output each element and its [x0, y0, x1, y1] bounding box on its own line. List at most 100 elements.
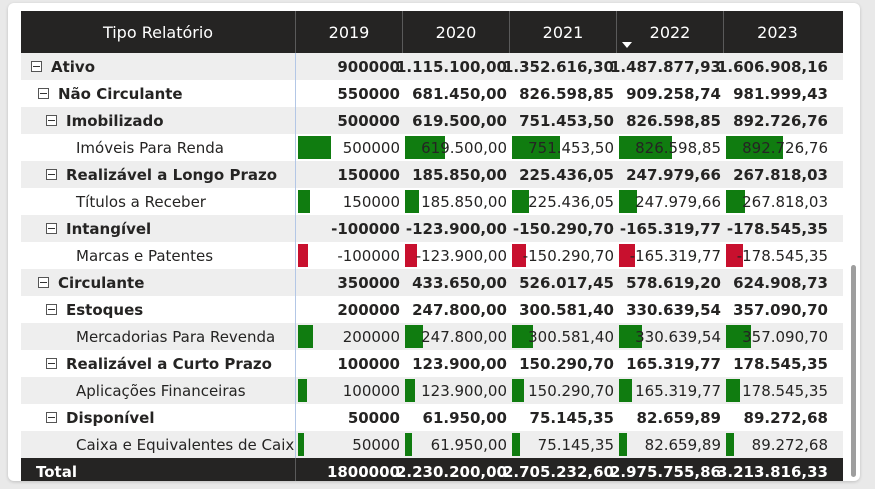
- value-cell[interactable]: 1.115.100,00: [396, 53, 510, 80]
- table-row-group[interactable]: Não Circulante 550000 681.450,00 826.598,85…: [21, 80, 843, 107]
- collapse-icon[interactable]: [31, 61, 42, 72]
- value-cell[interactable]: -150.290,70: [510, 242, 617, 269]
- value-cell[interactable]: 82.659,89: [617, 431, 724, 458]
- value-cell[interactable]: 1.606.908,16: [717, 53, 831, 80]
- value-cell[interactable]: 61.950,00: [403, 404, 510, 431]
- value-cell[interactable]: 178.545,35: [724, 377, 831, 404]
- collapse-icon[interactable]: [46, 169, 57, 180]
- value-cell[interactable]: 357.090,70: [724, 296, 831, 323]
- value-cell[interactable]: -100000: [296, 242, 403, 269]
- value-cell[interactable]: 1.352.616,30: [503, 53, 617, 80]
- collapse-icon[interactable]: [46, 412, 57, 423]
- table-row-group[interactable]: Intangível -100000 -123.900,00 -150.290,70-…: [21, 215, 843, 242]
- value-cell[interactable]: 150.290,70: [510, 350, 617, 377]
- value-cell[interactable]: 247.979,66: [617, 161, 724, 188]
- value-cell[interactable]: 751.453,50: [510, 134, 617, 161]
- value-cell[interactable]: 267.818,03: [724, 161, 831, 188]
- value-cell[interactable]: 267.818,03: [724, 188, 831, 215]
- table-row-leaf[interactable]: Mercadorias Para Revenda 200000 247.800,00…: [21, 323, 843, 350]
- value-cell[interactable]: 100000: [296, 377, 403, 404]
- value-cell[interactable]: 123.900,00: [403, 377, 510, 404]
- value-cell[interactable]: 500000: [296, 107, 403, 134]
- collapse-icon[interactable]: [46, 358, 57, 369]
- value-cell[interactable]: 619.500,00: [403, 134, 510, 161]
- value-cell[interactable]: 578.619,20: [617, 269, 724, 296]
- value-cell[interactable]: 433.650,00: [403, 269, 510, 296]
- value-cell[interactable]: 900000: [296, 53, 403, 80]
- value-cell[interactable]: 61.950,00: [403, 431, 510, 458]
- value-cell[interactable]: 909.258,74: [617, 80, 724, 107]
- table-row-leaf[interactable]: Marcas e Patentes -100000 -123.900,00 -150.…: [21, 242, 843, 269]
- table-row-group[interactable]: Realizável a Curto Prazo 100000 123.900,00…: [21, 350, 843, 377]
- collapse-icon[interactable]: [46, 223, 57, 234]
- value-cell[interactable]: 247.800,00: [403, 323, 510, 350]
- collapse-icon[interactable]: [38, 277, 49, 288]
- value-cell[interactable]: 526.017,45: [510, 269, 617, 296]
- value-cell[interactable]: 624.908,73: [724, 269, 831, 296]
- table-row-leaf[interactable]: Títulos a Receber 150000 185.850,00 225.436…: [21, 188, 843, 215]
- value-cell[interactable]: 75.145,35: [510, 431, 617, 458]
- value-cell[interactable]: -123.900,00: [403, 242, 510, 269]
- value-cell[interactable]: 330.639,54: [617, 323, 724, 350]
- value-cell[interactable]: 892.726,76: [724, 134, 831, 161]
- table-row-leaf[interactable]: Aplicações Financeiras 100000 123.900,00 15…: [21, 377, 843, 404]
- column-header-2020[interactable]: 2020: [403, 11, 510, 53]
- value-cell[interactable]: 247.979,66: [617, 188, 724, 215]
- value-cell[interactable]: 89.272,68: [724, 431, 831, 458]
- value-cell[interactable]: 200000: [296, 296, 403, 323]
- table-row-group[interactable]: Ativo 900000 1.115.100,00 1.352.616,30 1.487…: [21, 53, 843, 80]
- value-cell[interactable]: -165.319,77: [617, 242, 724, 269]
- value-cell[interactable]: 100000: [296, 350, 403, 377]
- value-cell[interactable]: 200000: [296, 323, 403, 350]
- value-cell[interactable]: 82.659,89: [617, 404, 724, 431]
- table-row-group[interactable]: Estoques 200000 247.800,00 300.581,40 330.63…: [21, 296, 843, 323]
- column-header-2021[interactable]: 2021: [510, 11, 617, 53]
- value-cell[interactable]: 165.319,77: [617, 350, 724, 377]
- value-cell[interactable]: 357.090,70: [724, 323, 831, 350]
- value-cell[interactable]: 681.450,00: [403, 80, 510, 107]
- value-cell[interactable]: 826.598,85: [510, 80, 617, 107]
- value-cell[interactable]: 330.639,54: [617, 296, 724, 323]
- collapse-icon[interactable]: [38, 88, 49, 99]
- collapse-icon[interactable]: [46, 115, 57, 126]
- value-cell[interactable]: 826.598,85: [617, 134, 724, 161]
- value-cell[interactable]: -100000: [296, 215, 403, 242]
- value-cell[interactable]: 150.290,70: [510, 377, 617, 404]
- column-header-tipo-relatorio[interactable]: Tipo Relatório: [21, 11, 296, 53]
- value-cell[interactable]: 89.272,68: [724, 404, 831, 431]
- value-cell[interactable]: 826.598,85: [617, 107, 724, 134]
- sort-descending-icon[interactable]: [622, 42, 632, 48]
- value-cell[interactable]: 247.800,00: [403, 296, 510, 323]
- value-cell[interactable]: 185.850,00: [403, 161, 510, 188]
- column-header-2023[interactable]: 2023: [757, 22, 798, 42]
- table-row-leaf[interactable]: Caixa e Equivalentes de Caixa 50000 61.950…: [21, 431, 843, 458]
- value-cell[interactable]: 75.145,35: [510, 404, 617, 431]
- value-cell[interactable]: 225.436,05: [510, 188, 617, 215]
- value-cell[interactable]: 981.999,43: [724, 80, 831, 107]
- table-row-group[interactable]: Imobilizado 500000 619.500,00 751.453,50 826…: [21, 107, 843, 134]
- value-cell[interactable]: 300.581,40: [510, 323, 617, 350]
- value-cell[interactable]: -123.900,00: [403, 215, 510, 242]
- value-cell[interactable]: 150000: [296, 161, 403, 188]
- value-cell[interactable]: 178.545,35: [724, 350, 831, 377]
- value-cell[interactable]: 50000: [296, 404, 403, 431]
- vertical-scrollbar[interactable]: [851, 265, 856, 477]
- value-cell[interactable]: 619.500,00: [403, 107, 510, 134]
- value-cell[interactable]: -165.319,77: [617, 215, 724, 242]
- value-cell[interactable]: 550000: [296, 80, 403, 107]
- table-row-group[interactable]: Disponível 50000 61.950,00 75.145,35 82.659,…: [21, 404, 843, 431]
- table-row-group[interactable]: Circulante 350000 433.650,00 526.017,45 578.…: [21, 269, 843, 296]
- value-cell[interactable]: 350000: [296, 269, 403, 296]
- value-cell[interactable]: 1.487.877,93: [610, 53, 724, 80]
- value-cell[interactable]: 185.850,00: [403, 188, 510, 215]
- value-cell[interactable]: 225.436,05: [510, 161, 617, 188]
- collapse-icon[interactable]: [46, 304, 57, 315]
- column-header-2022[interactable]: 2022: [617, 11, 724, 53]
- column-header-2019[interactable]: 2019: [296, 11, 403, 53]
- value-cell[interactable]: 150000: [296, 188, 403, 215]
- value-cell[interactable]: 751.453,50: [510, 107, 617, 134]
- value-cell[interactable]: -178.545,35: [724, 242, 831, 269]
- value-cell[interactable]: -150.290,70: [510, 215, 617, 242]
- value-cell[interactable]: 123.900,00: [403, 350, 510, 377]
- value-cell[interactable]: 300.581,40: [510, 296, 617, 323]
